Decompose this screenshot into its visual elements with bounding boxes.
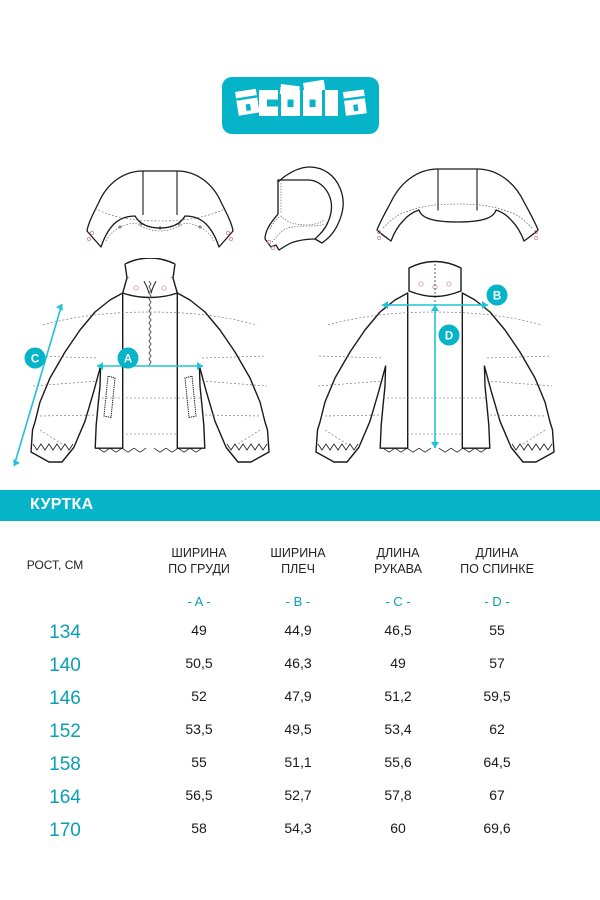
- svg-text:D: D: [445, 331, 453, 343]
- svg-text:B: B: [493, 291, 501, 303]
